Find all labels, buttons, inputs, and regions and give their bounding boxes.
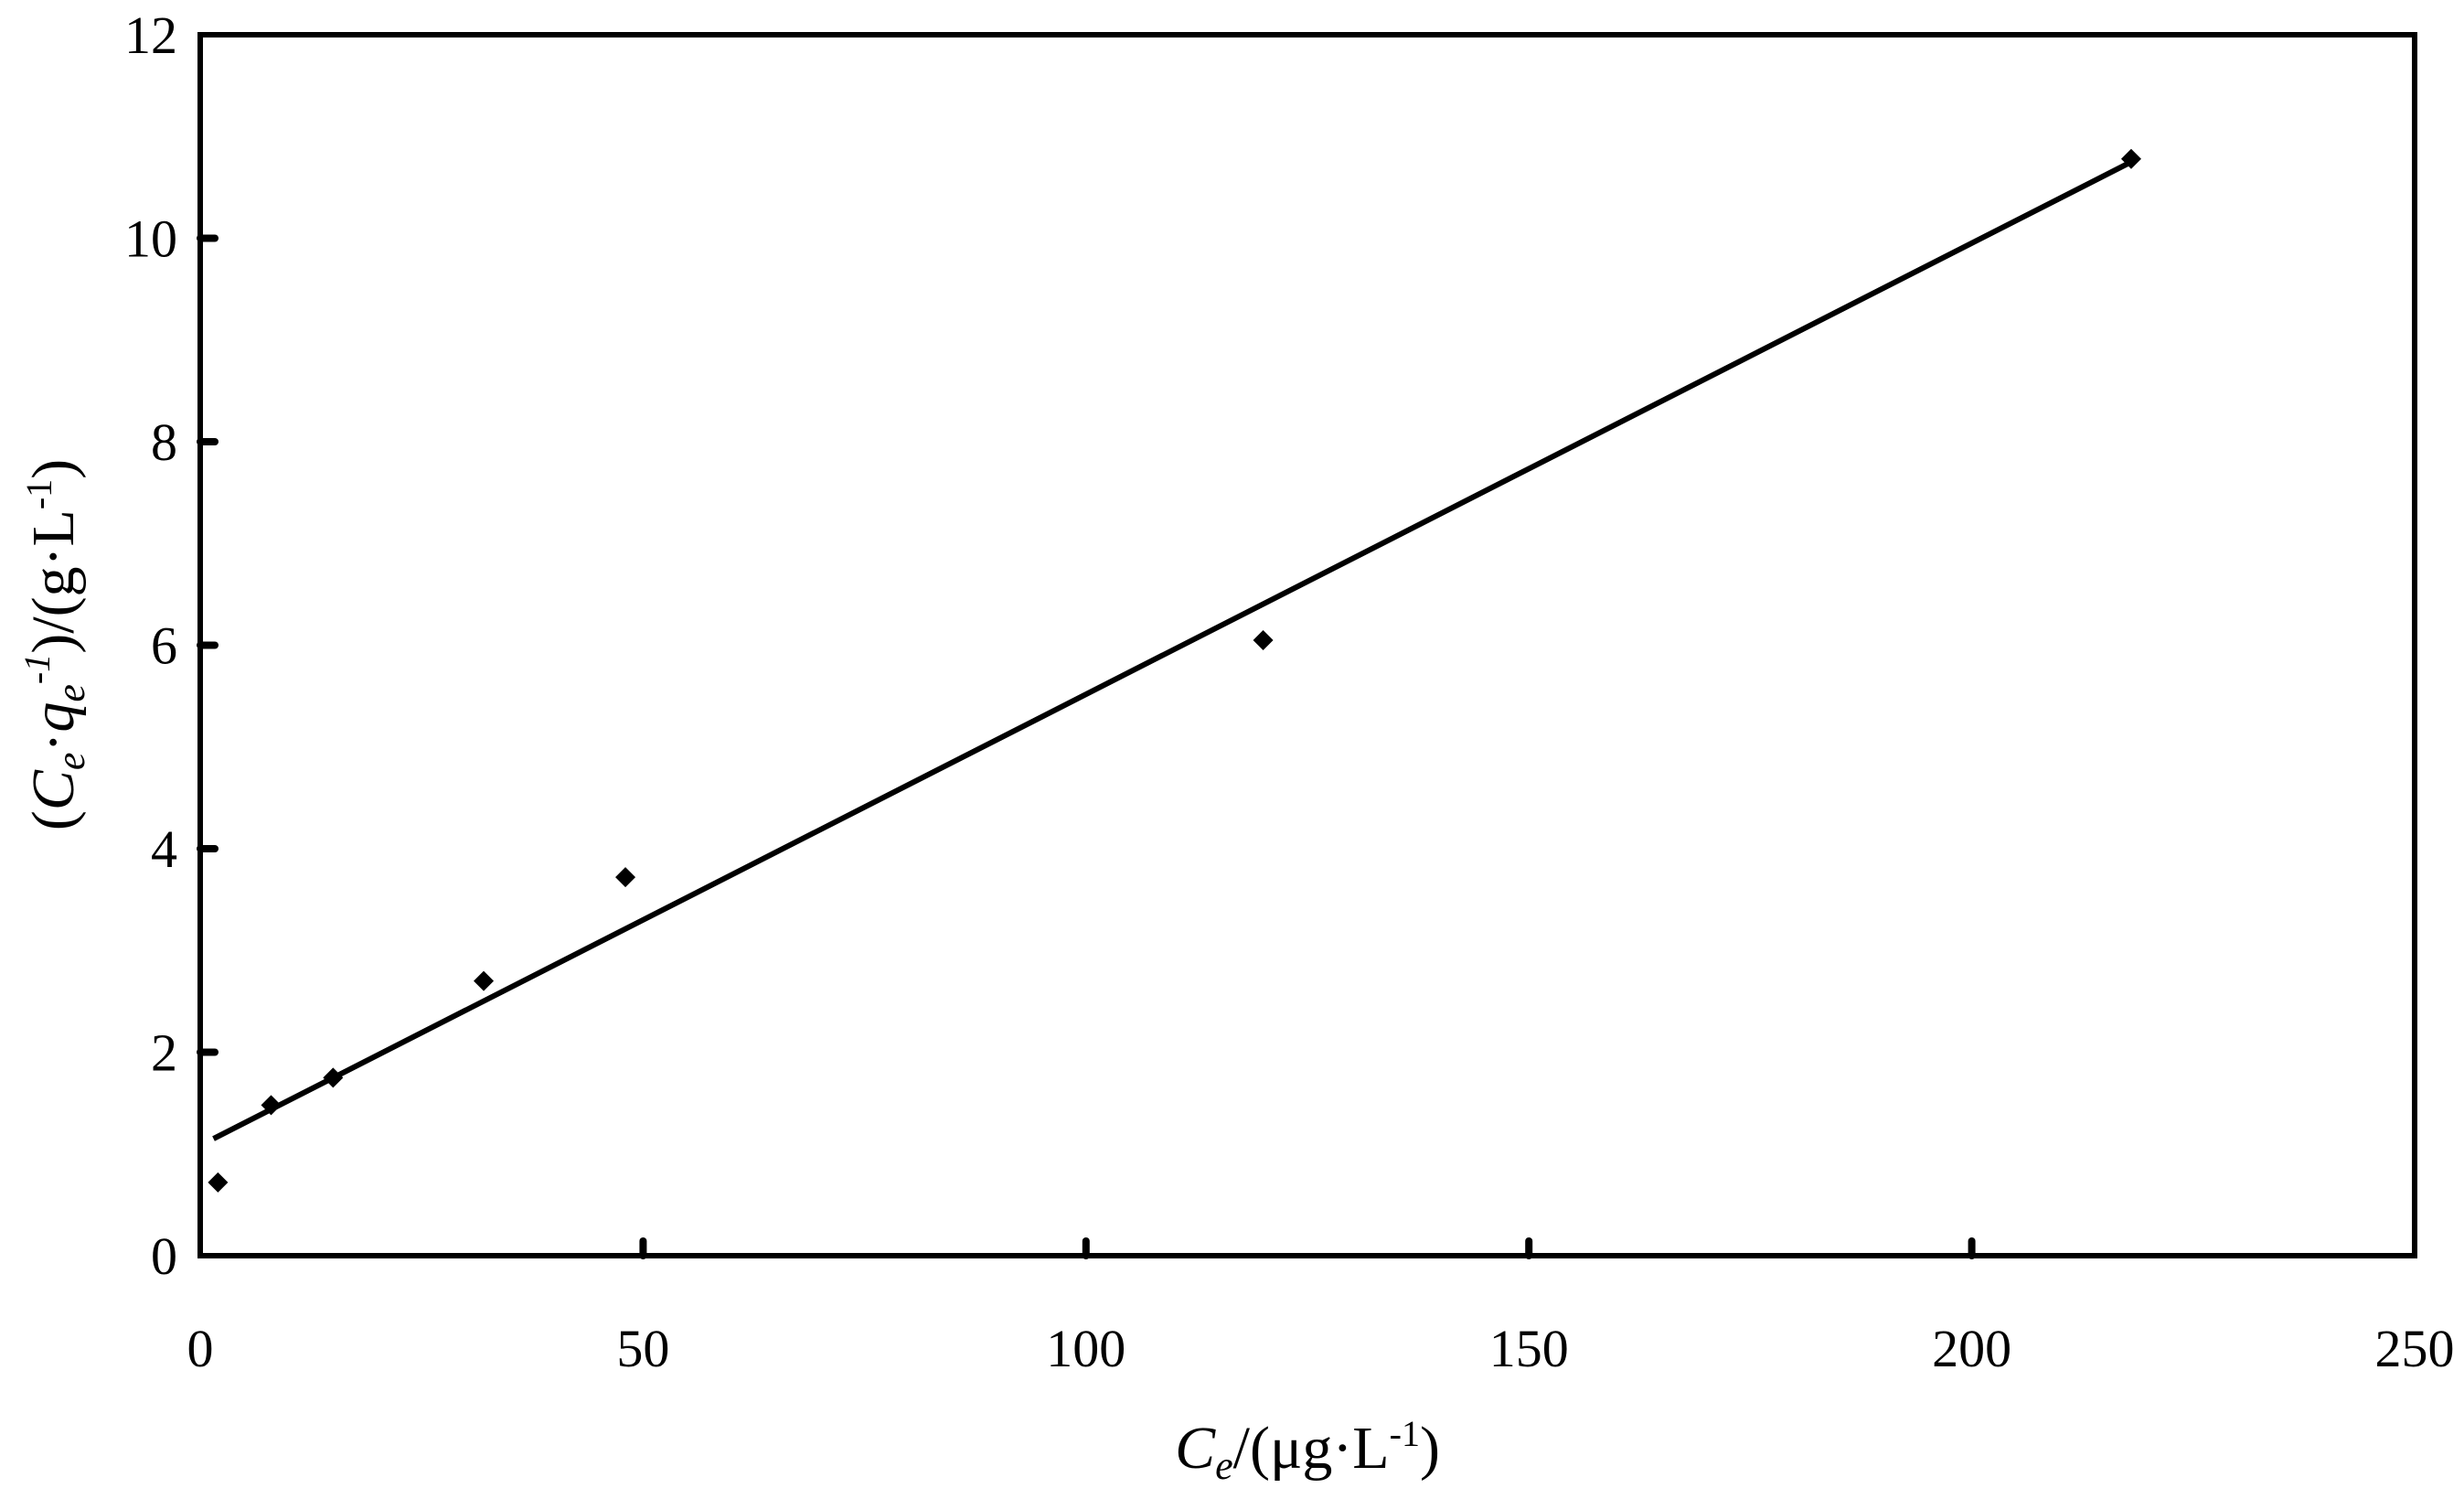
x-tick-label: 250	[2375, 1319, 2455, 1378]
data-point	[1253, 629, 1274, 650]
data-point	[2120, 148, 2141, 169]
x-tick-label: 100	[1046, 1319, 1125, 1378]
linear-trendline	[212, 159, 2133, 1141]
data-points	[208, 148, 2141, 1193]
x-axis-title-sup: -1	[1390, 1413, 1420, 1454]
x-axis-title-sub: e	[1215, 1443, 1233, 1488]
y-axis-title-open: (	[20, 810, 87, 830]
x-tick-label: 200	[1932, 1319, 2011, 1378]
y-tick-label: 4	[151, 819, 177, 879]
x-tick-label: 150	[1489, 1319, 1569, 1378]
x-axis-title-close: )	[1420, 1415, 1440, 1482]
y-axis-title-sup2: -1	[16, 654, 58, 684]
data-point	[261, 1095, 282, 1116]
x-tick-label: 0	[187, 1319, 214, 1378]
data-point	[208, 1172, 229, 1193]
y-tick-label: 12	[124, 5, 177, 65]
data-point	[323, 1067, 344, 1088]
x-axis-title: Ce/(μg·L-1)	[1175, 1413, 1440, 1488]
y-axis-title-close: )	[20, 459, 87, 479]
x-tick-label: 50	[616, 1319, 669, 1378]
data-point	[474, 970, 495, 991]
plot-frame	[197, 32, 2417, 1258]
y-axis-title-sup3: -1	[18, 479, 59, 509]
y-axis-title-sub2: e	[48, 684, 93, 702]
x-axis-title-var: C	[1175, 1415, 1216, 1482]
y-tick-label: 6	[151, 616, 177, 676]
y-axis-title-var1: C	[20, 769, 87, 810]
y-tick-label: 10	[124, 209, 177, 269]
y-tick-label: 8	[151, 412, 177, 472]
x-axis-ticks: 0 50 100 150 200 250	[187, 1237, 2455, 1378]
y-axis-title-dot: ·	[20, 733, 87, 753]
x-axis-title-unit: /(μg·L	[1233, 1415, 1390, 1482]
y-axis-ticks: 0 2 4 6 8 10 12	[124, 5, 219, 1286]
y-tick-label: 0	[151, 1226, 177, 1286]
y-axis-title-sub1: e	[48, 753, 93, 771]
y-axis-title-var2: q	[20, 702, 87, 733]
y-axis-title: (Ce·qe-1)/(g·L-1)	[16, 459, 93, 830]
y-axis-title-unit: )/(g·L	[20, 509, 87, 654]
data-point	[615, 867, 636, 888]
y-tick-label: 2	[151, 1023, 177, 1083]
